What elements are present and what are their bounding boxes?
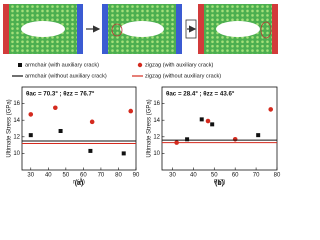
legend-label: armchair (without auxiliary crack): [25, 73, 107, 79]
x-axis-label: r (Å): [73, 179, 85, 186]
plot-frame: [161, 86, 278, 171]
point: [88, 148, 93, 153]
legend-label: zigzag (without auxiliary crack): [145, 73, 221, 79]
x-tick-label: 90: [133, 173, 140, 179]
sheet-2: [102, 4, 182, 54]
legend-label: zigzag (with auxiliary crack): [145, 62, 214, 68]
point: [232, 136, 238, 142]
y-tick-label: 10: [153, 151, 160, 157]
point: [256, 133, 261, 138]
legend-marker: [137, 62, 143, 68]
y-tick-label: 12: [13, 134, 20, 140]
point: [28, 112, 34, 117]
point: [58, 128, 63, 133]
point: [185, 137, 190, 142]
point: [53, 105, 58, 111]
y-tick-label: 12: [153, 134, 160, 140]
x-tick-label: 70: [98, 173, 105, 179]
point: [210, 122, 215, 127]
figure: armchair (with auxiliary crack) zigzag (w…: [3, 4, 281, 187]
sheet-1: [3, 4, 83, 54]
y-tick-label: 10: [13, 151, 20, 157]
x-tick-label: 50: [211, 173, 218, 179]
x-tick-label: 30: [169, 173, 176, 179]
point: [28, 133, 33, 138]
panel-label: (b): [215, 180, 224, 187]
sheet-3: [198, 4, 278, 54]
point: [199, 117, 204, 122]
y-tick-label: 16: [153, 101, 160, 107]
x-tick-label: 30: [27, 173, 34, 179]
x-tick-label: 50: [63, 173, 70, 179]
legend-label: armchair (with auxiliary crack): [25, 62, 99, 68]
x-tick-label: 80: [274, 173, 281, 179]
y-tick-label: 16: [13, 101, 20, 107]
annotation: θac = 28.4° ; θzz = 43.6°: [166, 91, 235, 98]
panel-label: (a): [75, 180, 84, 187]
x-tick-label: 40: [190, 173, 197, 179]
x-axis-label: θ (°): [214, 180, 225, 186]
x-tick-label: 60: [80, 173, 87, 179]
y-axis-label: Ultimate Stress (GPa): [147, 99, 153, 157]
point: [128, 108, 134, 114]
plot-frame: [21, 86, 137, 171]
x-tick-label: 40: [45, 173, 52, 179]
y-tick-label: 14: [153, 118, 160, 124]
point: [121, 151, 126, 156]
x-tick-label: 80: [115, 173, 122, 179]
x-tick-label: 70: [253, 173, 260, 179]
legend-marker: [18, 63, 22, 67]
annotation: θac = 70.3° ; θzz = 76.7°: [26, 91, 95, 98]
point: [89, 119, 95, 125]
point: [268, 107, 274, 112]
x-tick-label: 60: [232, 173, 239, 179]
y-axis-label: Ultimate Stress (GPa): [7, 99, 13, 157]
point: [205, 118, 211, 124]
y-tick-label: 14: [13, 118, 20, 124]
